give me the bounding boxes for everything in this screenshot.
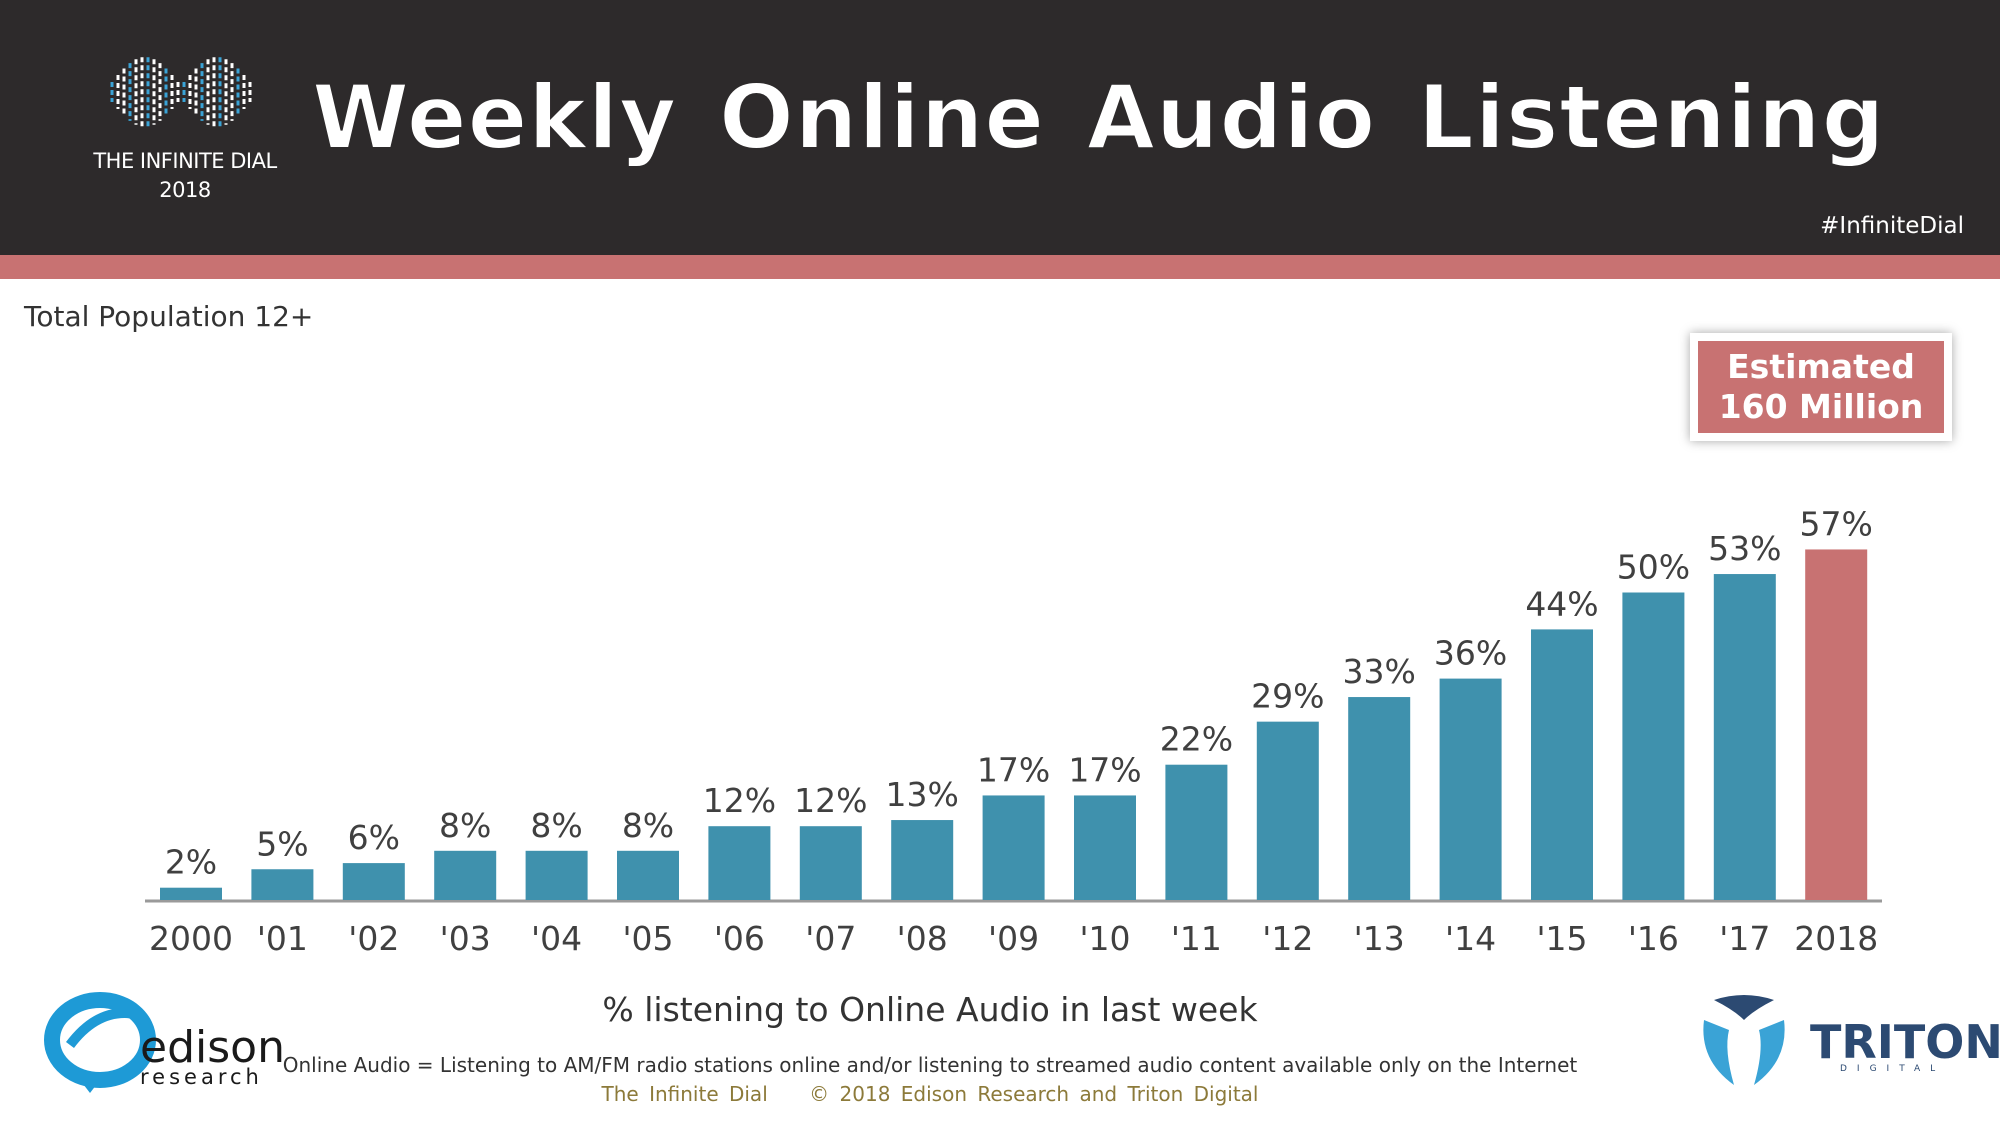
x-tick-label: '07 [805, 919, 856, 958]
bar [1713, 574, 1776, 900]
edison-logo-sub: research [140, 1065, 263, 1089]
x-tick-label: '13 [1354, 919, 1405, 958]
bar [1165, 764, 1228, 900]
triton-logo-sub: DIGITAL [1840, 1064, 1946, 1074]
data-label: 12% [794, 781, 867, 820]
chart-subtitle: Total Population 12+ [24, 300, 314, 333]
bar [891, 820, 954, 900]
data-label: 57% [1800, 504, 1873, 543]
bar [1622, 592, 1685, 900]
bar [1531, 629, 1593, 900]
x-tick-label: '05 [622, 919, 673, 958]
data-label: 8% [622, 806, 674, 845]
triton-logo-icon [1703, 995, 1785, 1085]
bar [160, 887, 222, 900]
x-tick-label: '10 [1079, 919, 1130, 958]
bar [525, 850, 588, 900]
x-tick-label: '15 [1536, 919, 1587, 958]
bar [251, 869, 314, 900]
x-tick-label: '12 [1262, 919, 1313, 958]
x-tick-label: '04 [531, 919, 582, 958]
x-tick-label: '09 [988, 919, 1039, 958]
data-label: 6% [348, 818, 400, 857]
x-tick-label: '01 [257, 919, 308, 958]
data-label: 22% [1160, 720, 1233, 759]
infinite-dial-logo-icon [110, 57, 252, 127]
bar [1256, 721, 1319, 900]
data-label: 8% [439, 806, 491, 845]
header-stripe [0, 255, 2000, 279]
x-tick-label: '06 [714, 919, 765, 958]
estimate-callout-box: Estimated 160 Million [1698, 341, 1944, 433]
logo-text: THE INFINITE DIAL 2018 [80, 147, 290, 205]
data-label: 36% [1434, 634, 1507, 673]
logo-line1: THE INFINITE DIAL [93, 149, 277, 173]
hashtag: #InfiniteDial [1820, 213, 1964, 239]
x-axis-label: % listening to Online Audio in last week [602, 990, 1258, 1029]
edison-logo-word: edison [140, 1022, 285, 1073]
bar [799, 826, 862, 900]
callout-line2: 160 Million [1718, 387, 1924, 426]
page-title: Weekly Online Audio Listening [311, 65, 1886, 170]
data-label: 12% [703, 781, 776, 820]
data-label: 53% [1708, 529, 1781, 568]
bar [1805, 549, 1868, 900]
data-label: 29% [1251, 677, 1324, 716]
x-tick-label: '02 [348, 919, 399, 958]
bar [617, 850, 679, 900]
data-label: 44% [1525, 584, 1598, 623]
logo-line2: 2018 [159, 178, 211, 202]
data-label: 8% [530, 806, 582, 845]
x-tick-label: 2018 [1794, 919, 1878, 958]
bar [1439, 678, 1502, 900]
bar-chart: 2% 2000 5% '01 6% '02 8% '03 8% '04 8% '05 12% '06 12%… [145, 504, 1882, 958]
definition-footnote: Online Audio = Listening to AM/FM radio … [282, 1053, 1578, 1077]
x-tick-label: '17 [1719, 919, 1770, 958]
header-banner [0, 0, 2000, 255]
x-tick-label: '14 [1445, 919, 1496, 958]
x-tick-label: '03 [440, 919, 491, 958]
bar [1348, 697, 1411, 900]
bar [434, 850, 497, 900]
data-label: 33% [1343, 652, 1416, 691]
x-tick-label: '16 [1628, 919, 1679, 958]
triton-logo-word: TRITON [1810, 1015, 2000, 1069]
data-label: 13% [886, 775, 959, 814]
callout-line1: Estimated [1727, 347, 1915, 386]
data-label: 50% [1617, 548, 1690, 587]
bar [708, 826, 771, 900]
data-label: 17% [1068, 750, 1141, 789]
bar [342, 863, 405, 900]
estimate-callout: Estimated 160 Million [1690, 333, 1952, 441]
data-label: 5% [256, 824, 308, 863]
bar [982, 795, 1045, 900]
x-tick-label: '11 [1171, 919, 1222, 958]
x-tick-label: '08 [897, 919, 948, 958]
bar [1074, 795, 1136, 900]
data-label: 2% [165, 843, 217, 882]
data-label: 17% [977, 750, 1050, 789]
copyright-credit: The Infinite Dial © 2018 Edison Research… [601, 1082, 1259, 1106]
edison-logo-icon [44, 992, 156, 1093]
x-tick-label: 2000 [149, 919, 233, 958]
